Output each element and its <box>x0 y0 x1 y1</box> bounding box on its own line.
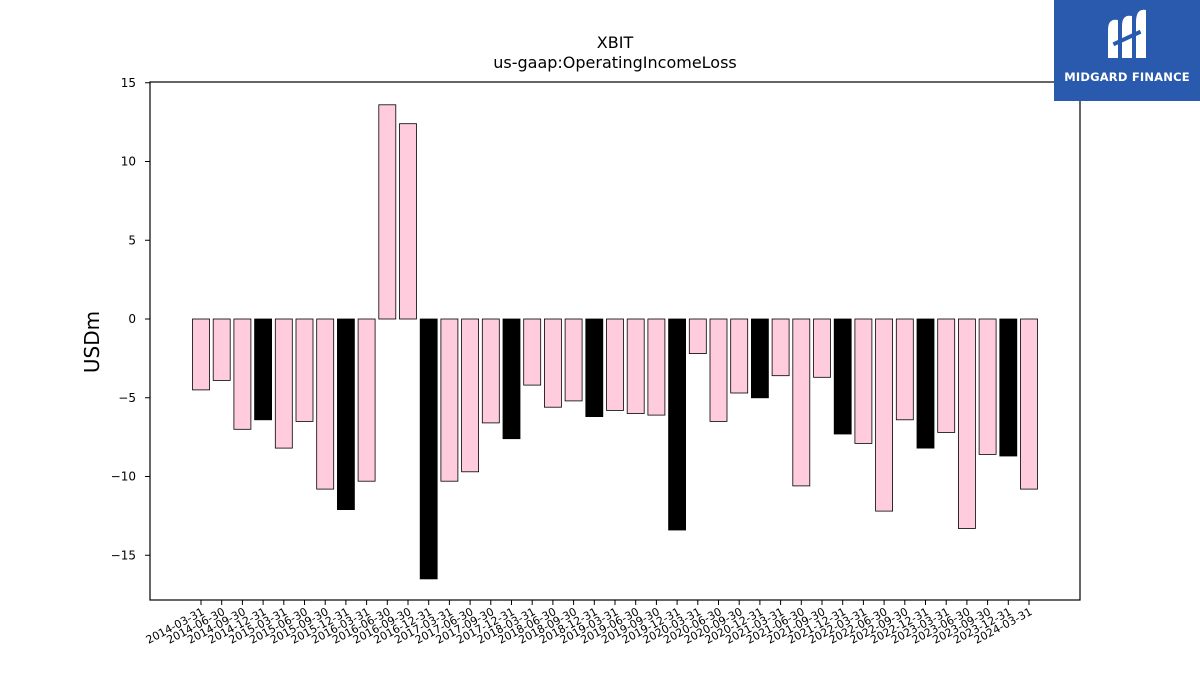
bar-2021-06-30 <box>792 318 811 487</box>
bar-2014-09-30 <box>233 318 252 430</box>
bar-2022-06-30 <box>875 318 893 512</box>
plot-frame <box>149 81 1081 601</box>
bar-2024-03-31 <box>1020 318 1038 490</box>
bars-group <box>192 104 1038 580</box>
bar-2023-03-31 <box>937 318 956 433</box>
bar-2016-03-31 <box>357 318 376 482</box>
y-tick-label: −15 <box>111 548 136 562</box>
midgard-finance-logo: MIDGARD FINANCE <box>1054 0 1200 101</box>
y-tick-label: −10 <box>111 470 136 484</box>
bar-2018-06-30 <box>544 318 562 408</box>
bar-2015-06-30 <box>295 318 314 422</box>
y-tick-label: −5 <box>118 391 136 405</box>
bar-2014-06-30 <box>212 318 231 381</box>
bar-2020-09-30 <box>730 318 749 394</box>
bar-2023-12-31 <box>999 318 1018 457</box>
bar-2015-09-30 <box>316 318 335 490</box>
bar-2017-09-30 <box>481 318 500 424</box>
bar-2020-12-31 <box>751 318 769 399</box>
bar-2018-03-31 <box>523 318 542 386</box>
bar-2020-03-31 <box>688 318 707 354</box>
bar-2018-09-30 <box>564 318 583 402</box>
bar-2015-03-31 <box>274 318 293 449</box>
bar-2021-03-31 <box>771 318 790 377</box>
bar-2022-09-30 <box>895 318 914 421</box>
bar-2019-06-30 <box>626 318 645 414</box>
y-tick-label: 5 <box>128 233 136 247</box>
y-axis-label: USDm <box>80 311 104 373</box>
bar-2023-06-30 <box>958 318 976 529</box>
bar-2016-06-30 <box>378 104 397 320</box>
bar-2014-12-31 <box>254 318 273 421</box>
bar-2021-12-31 <box>833 318 852 435</box>
bar-2017-12-31 <box>502 318 521 440</box>
bar-2022-12-31 <box>916 318 935 449</box>
midgard-m-icon <box>1108 9 1146 58</box>
bar-2017-03-31 <box>440 318 459 482</box>
bar-2018-12-31 <box>585 318 604 417</box>
bar-2015-12-31 <box>336 318 355 511</box>
x-ticks-group: 2014-03-312014-06-302014-09-302014-12-31… <box>144 600 1034 647</box>
bar-2017-06-30 <box>461 318 480 473</box>
y-tick-label: 10 <box>121 155 136 169</box>
bar-2016-12-31 <box>419 318 438 580</box>
bar-2021-09-30 <box>813 318 831 378</box>
chart-subtitle: us-gaap:OperatingIncomeLoss <box>493 53 737 72</box>
bar-2019-09-30 <box>647 318 666 416</box>
bar-2020-06-30 <box>709 318 728 422</box>
y-ticks-group: 15 10 5 0 −5 −10 −15 <box>111 76 150 562</box>
bar-2023-09-30 <box>978 318 997 455</box>
bar-2022-03-31 <box>854 318 873 444</box>
y-tick-label: 15 <box>121 76 136 90</box>
logo-text: MIDGARD FINANCE <box>1064 70 1190 84</box>
bar-2019-12-31 <box>668 318 686 531</box>
y-tick-label: 0 <box>128 312 136 326</box>
bar-2014-03-31 <box>192 318 210 391</box>
chart-title: XBIT <box>597 33 634 52</box>
bar-2016-09-30 <box>399 123 417 320</box>
bar-2019-03-31 <box>606 318 624 411</box>
